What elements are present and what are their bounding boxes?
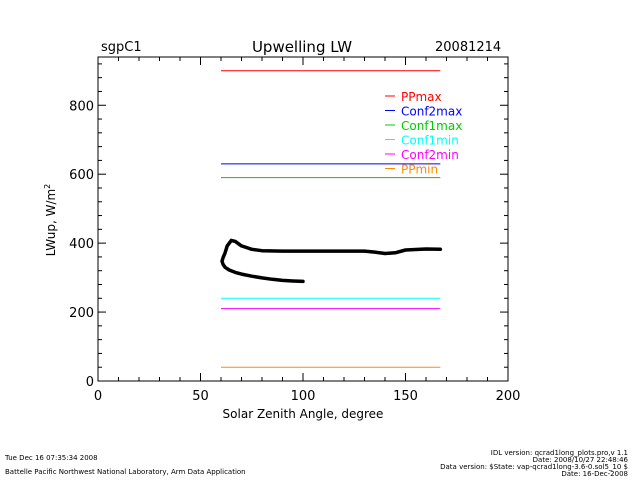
y-axis-label: LWup, W/m	[44, 189, 58, 256]
date-label: 20081214	[435, 40, 501, 55]
legend-item: PPmax	[401, 90, 442, 104]
x-tick-label: 100	[291, 389, 316, 404]
legend-item: Conf1max	[401, 119, 462, 133]
chart-title: Upwelling LW	[252, 38, 352, 56]
x-tick-labels: 0 50 100 150 200	[94, 389, 521, 404]
x-tick-label: 0	[94, 389, 102, 404]
x-tick-label: 150	[393, 389, 418, 404]
y-axis-label-group: LWup, W/m2	[43, 184, 58, 257]
x-tick-label: 50	[192, 389, 209, 404]
x-tick-label: 200	[496, 389, 521, 404]
footer-idl-version: IDL version: qcrad1long_plots.pro,v 1.1	[491, 449, 628, 457]
legend-item: Conf1min	[401, 134, 459, 148]
y-axis-label-superscript: 2	[43, 184, 52, 189]
legend-item: Conf2min	[401, 148, 459, 162]
y-tick-label: 400	[69, 237, 94, 252]
footer-file-date: Date: 2008/10/27 22:48:46	[533, 456, 629, 464]
footer-lab: Battelle Pacific Northwest National Labo…	[5, 468, 246, 476]
legend-item: Conf2max	[401, 105, 462, 119]
y-tick-label: 0	[86, 375, 94, 390]
svg-text:LWup, W/m2: LWup, W/m2	[43, 184, 58, 257]
y-tick-label: 800	[69, 99, 94, 114]
data-series	[220, 238, 443, 284]
axis-ticks	[97, 57, 509, 382]
data-series-line	[220, 238, 443, 284]
footer-data-date: Date: 16-Dec-2008	[561, 470, 628, 478]
y-tick-label: 600	[69, 168, 94, 183]
x-axis-label: Solar Zenith Angle, degree	[223, 407, 384, 421]
footer-data-version: Data version: $State: vap-qcrad1long-3.6…	[440, 463, 628, 471]
limit-lines	[221, 70, 441, 368]
legend: PPmaxConf2maxConf1maxConf1minConf2minPPm…	[385, 90, 462, 177]
legend-item: PPmin	[401, 163, 438, 177]
site-label: sgpC1	[101, 40, 142, 55]
y-tick-label: 200	[69, 306, 94, 321]
footer-timestamp: Tue Dec 16 07:35:34 2008	[4, 454, 98, 462]
y-tick-labels: 0 200 400 600 800	[69, 99, 94, 390]
